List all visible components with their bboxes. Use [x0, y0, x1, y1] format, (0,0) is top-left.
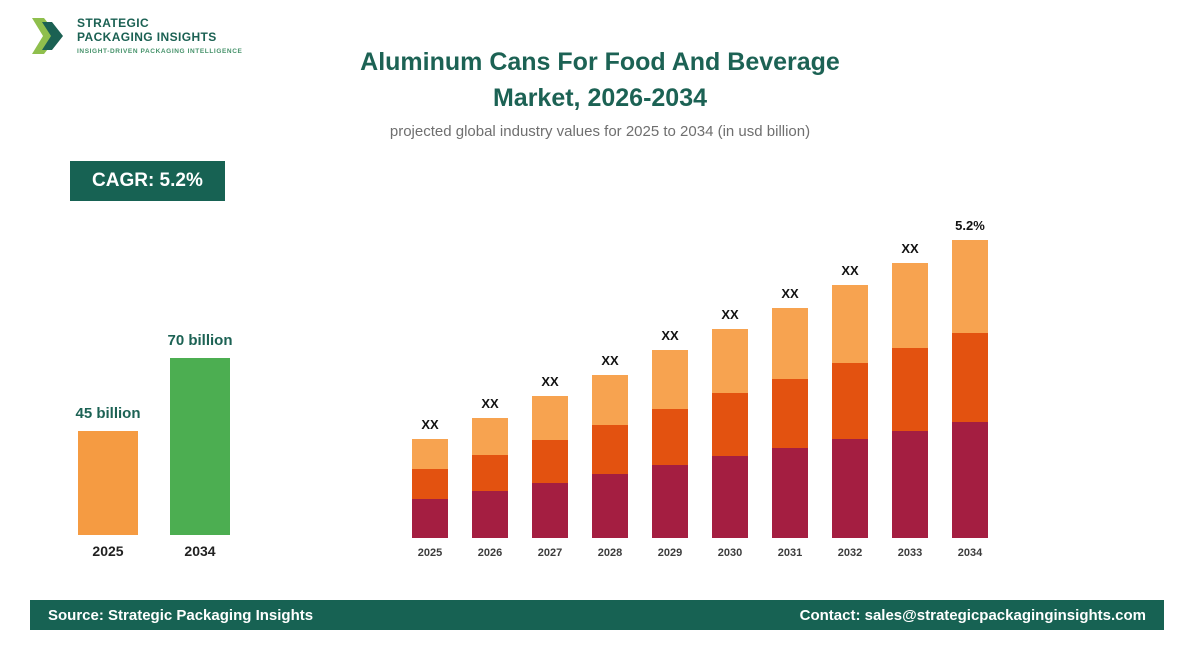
bar-segment-top — [652, 350, 688, 409]
mini-bar — [170, 358, 230, 535]
bar-group: XX 2028 — [592, 209, 628, 559]
bar-value-label: XX — [901, 241, 919, 256]
bar-stack — [412, 439, 448, 538]
mini-bar — [78, 431, 138, 535]
logo-tagline: INSIGHT-DRIVEN PACKAGING INTELLIGENCE — [77, 48, 243, 55]
bar-group: XX 2025 — [412, 209, 448, 559]
footer-bar: Source: Strategic Packaging Insights Con… — [30, 600, 1164, 630]
bar-value-label: XX — [601, 353, 619, 368]
bar-value-label: XX — [661, 328, 679, 343]
bar-stack — [652, 350, 688, 538]
bar-group: XX 2027 — [532, 209, 568, 559]
bar-segment-middle — [652, 409, 688, 465]
bar-segment-top — [412, 439, 448, 469]
bar-year-label: 2029 — [657, 547, 683, 559]
page-title-line1: Aluminum Cans For Food And Beverage — [360, 48, 840, 76]
bar-segment-middle — [832, 363, 868, 439]
bar-year-label: 2025 — [417, 547, 443, 559]
bar-group: XX 2026 — [472, 209, 508, 559]
bar-value-label: XX — [481, 396, 499, 411]
bar-segment-middle — [892, 348, 928, 431]
page-title: Aluminum Cans For Food And Beverage Marke… — [0, 44, 1200, 116]
brand-logo: STRATEGIC PACKAGING INSIGHTS INSIGHT-DRI… — [30, 14, 242, 63]
bar-group: XX 2031 — [772, 209, 808, 559]
bar-segment-bottom — [592, 474, 628, 538]
bar-segment-top — [952, 240, 988, 333]
bar-segment-top — [712, 329, 748, 393]
bar-segment-top — [772, 308, 808, 379]
summary-bar-chart: 45 billion 2025 70 billion 2034 — [75, 329, 233, 559]
bar-stack — [772, 308, 808, 538]
bar-segment-bottom — [832, 439, 868, 538]
mini-bar-group: 45 billion 2025 — [75, 329, 141, 559]
bar-segment-bottom — [472, 491, 508, 538]
mini-bar-year: 2034 — [184, 543, 216, 559]
stacked-bar-chart: XX 2025 XX 2026 XX 2027 XX 2028 XX 2029 XX 2030 XX 20… — [412, 209, 988, 559]
bar-segment-top — [592, 375, 628, 425]
cagr-badge: CAGR: 5.2% — [70, 161, 225, 201]
bar-year-label: 2033 — [897, 547, 923, 559]
bar-segment-bottom — [652, 465, 688, 538]
bar-segment-top — [832, 285, 868, 363]
bar-segment-top — [472, 418, 508, 455]
bar-segment-bottom — [412, 499, 448, 538]
bar-group: XX 2032 — [832, 209, 868, 559]
mini-bar-year: 2025 — [92, 543, 124, 559]
mini-bar-group: 70 billion 2034 — [167, 329, 233, 559]
bar-segment-middle — [412, 469, 448, 499]
bar-segment-middle — [952, 333, 988, 422]
mini-bar-value: 45 billion — [75, 405, 141, 422]
bar-value-label: XX — [721, 307, 739, 322]
bar-segment-middle — [532, 440, 568, 483]
bar-year-label: 2031 — [777, 547, 803, 559]
bar-value-label: XX — [841, 263, 859, 278]
bar-value-label: 5.2% — [955, 218, 985, 233]
bar-segment-middle — [772, 379, 808, 448]
bar-year-label: 2030 — [717, 547, 743, 559]
bar-year-label: 2027 — [537, 547, 563, 559]
logo-line1: STRATEGIC — [77, 16, 150, 30]
bar-segment-middle — [472, 455, 508, 491]
bar-year-label: 2026 — [477, 547, 503, 559]
page-subtitle: projected global industry values for 202… — [389, 123, 811, 140]
bar-stack — [472, 418, 508, 538]
bar-stack — [712, 329, 748, 538]
bar-value-label: XX — [421, 417, 439, 432]
footer-source: Source: Strategic Packaging Insights — [48, 606, 314, 624]
page-title-line2: Market, 2026-2034 — [492, 84, 708, 112]
bar-segment-bottom — [712, 456, 748, 538]
bar-value-label: XX — [541, 374, 559, 389]
logo-chevron-icon — [30, 14, 68, 63]
bar-segment-bottom — [892, 431, 928, 538]
bar-segment-middle — [712, 393, 748, 456]
bar-group: XX 2030 — [712, 209, 748, 559]
bar-segment-bottom — [532, 483, 568, 538]
bar-value-label: XX — [781, 286, 799, 301]
bar-stack — [532, 396, 568, 538]
bar-group: XX 2029 — [652, 209, 688, 559]
bar-stack — [952, 240, 988, 538]
bar-segment-middle — [592, 425, 628, 474]
bar-year-label: 2028 — [597, 547, 623, 559]
bar-segment-bottom — [772, 448, 808, 538]
bar-group: 5.2% 2034 — [952, 209, 988, 559]
logo-text: STRATEGIC PACKAGING INSIGHTS INSIGHT-DRI… — [77, 14, 242, 55]
bar-year-label: 2032 — [837, 547, 863, 559]
bar-stack — [832, 285, 868, 538]
bar-stack — [592, 375, 628, 538]
bar-segment-top — [892, 263, 928, 348]
mini-bar-value: 70 billion — [167, 332, 233, 349]
bar-stack — [892, 263, 928, 538]
logo-line2: PACKAGING INSIGHTS — [77, 30, 217, 44]
header: Aluminum Cans For Food And Beverage Marke… — [0, 44, 1200, 140]
footer-contact: Contact: sales@strategicpackaginginsight… — [799, 606, 1146, 624]
bar-segment-bottom — [952, 422, 988, 538]
bar-segment-top — [532, 396, 568, 440]
bar-group: XX 2033 — [892, 209, 928, 559]
bar-year-label: 2034 — [957, 547, 983, 559]
